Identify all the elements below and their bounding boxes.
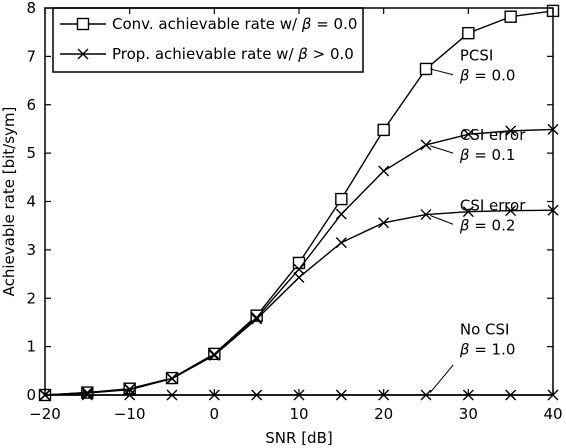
series-0-point-7 (335, 192, 348, 206)
x-tick-label-3: 10 (289, 405, 308, 423)
series-1-point-7 (335, 208, 347, 220)
annotation-2: CSI error β = 0.2 (430, 197, 526, 235)
legend-entry-1: Prop. achievable rate w/ β > 0.0 (60, 45, 354, 63)
annotation-0-line2: β = 0.0 (459, 67, 516, 85)
legend: Conv. achievable rate w/ β = 0.0 Prop. ac… (52, 7, 364, 73)
annotation-2-line1: CSI error (460, 197, 526, 215)
x-axis-label: SNR [dB] (265, 429, 332, 447)
series-2-line (44, 209, 554, 396)
legend-entry-0-label-beta: β (301, 15, 312, 33)
annotation-2-pointer (430, 215, 454, 225)
series-2-point-6 (293, 271, 305, 283)
annotation-3-line1: No CSI (460, 320, 510, 338)
y-tick-label-4: 4 (26, 193, 36, 211)
annotation-0-line2-relation: = 0.0 (469, 67, 515, 85)
annotation-3-line2-relation: = 1.0 (469, 340, 515, 358)
series-2-point-10 (462, 206, 474, 218)
annotation-1-line1: CSI error (460, 126, 526, 144)
series-2-point-4 (208, 349, 220, 361)
annotation-0: PCSI β = 0.0 (430, 47, 515, 85)
annotation-1-line2-beta: β (459, 146, 470, 164)
y-tick-label-6: 6 (26, 96, 36, 114)
y-tick-label-7: 7 (26, 47, 36, 65)
series-2-point-11 (505, 205, 517, 217)
legend-entry-1-label-relation: > 0.0 (308, 45, 354, 63)
y-tick-label-0: 0 (26, 386, 36, 404)
y-tick-label-1: 1 (26, 338, 36, 356)
legend-entry-0: Conv. achievable rate w/ β = 0.0 (60, 15, 357, 33)
series-1-point-11 (505, 125, 517, 137)
legend-entry-1-marker (77, 48, 89, 60)
legend-entry-1-label-beta: β (297, 45, 308, 63)
x-tick-label-2: 0 (210, 405, 220, 423)
annotation-1: CSI error β = 0.1 (430, 126, 526, 164)
annotation-1-line2: β = 0.1 (459, 146, 516, 164)
x-tick-label-1: −10 (114, 405, 146, 423)
y-tick-label-3: 3 (26, 241, 36, 259)
series-2-point-1 (81, 387, 93, 399)
series-1-point-9 (420, 139, 432, 151)
series-1-point-6 (293, 263, 305, 275)
legend-box (52, 7, 364, 73)
annotation-2-line2: β = 0.2 (459, 217, 516, 235)
series-2-point-7 (335, 237, 347, 249)
series-2-point-8 (378, 217, 390, 229)
legend-entry-0-label-relation: = 0.0 (311, 15, 357, 33)
series-2-point-3 (166, 373, 178, 385)
y-tick-label-8: 8 (26, 0, 36, 17)
annotation-0-line1: PCSI (460, 47, 493, 65)
legend-entry-1-label-prefix: Prop. achievable rate w/ (112, 45, 298, 63)
annotation-2-line2-relation: = 0.2 (469, 217, 515, 235)
series-0-point-11 (504, 10, 517, 23)
legend-entry-0-label: Conv. achievable rate w/ β = 0.0 (112, 15, 357, 33)
series-0-point-5 (250, 309, 263, 322)
annotation-0-line2-beta: β (459, 67, 470, 85)
series-0-point-9 (419, 62, 433, 76)
x-tick-label-4: 20 (374, 405, 393, 423)
annotation-0-pointer (430, 68, 454, 76)
annotation-3: No CSI β = 1.0 (429, 320, 516, 393)
series-0-point-10 (462, 26, 475, 40)
annotation-3-line2-beta: β (459, 340, 470, 358)
annotation-1-pointer (430, 145, 454, 154)
series-0-point-8 (377, 123, 390, 137)
series-2-point-9 (420, 209, 432, 221)
annotation-3-pointer (429, 364, 454, 393)
series-1-point-10 (462, 128, 474, 140)
series-2-point-5 (251, 313, 263, 325)
annotations: PCSI β = 0.0 CSI error β = 0.1 CSI error β = … (429, 47, 526, 393)
series-0-point-6 (292, 256, 306, 270)
annotation-2-line2-beta: β (459, 217, 470, 235)
annotation-3-line2: β = 1.0 (459, 340, 516, 358)
x-tick-label-5: 30 (459, 405, 478, 423)
legend-entry-0-label-prefix: Conv. achievable rate w/ (112, 15, 302, 33)
annotation-1-line2-relation: = 0.1 (469, 146, 515, 164)
x-tick-label-6: 40 (543, 405, 562, 423)
series-1-point-8 (378, 165, 390, 177)
y-tick-label-2: 2 (26, 289, 36, 307)
legend-entry-1-label: Prop. achievable rate w/ β > 0.0 (112, 45, 354, 63)
x-tick-label-0: −20 (29, 405, 61, 423)
y-tick-label-5: 5 (26, 144, 36, 162)
y-axis-label: Achievable rate [bit/sym] (0, 107, 18, 297)
series-1-point-5 (251, 312, 263, 324)
legend-entry-0-marker (76, 17, 90, 31)
